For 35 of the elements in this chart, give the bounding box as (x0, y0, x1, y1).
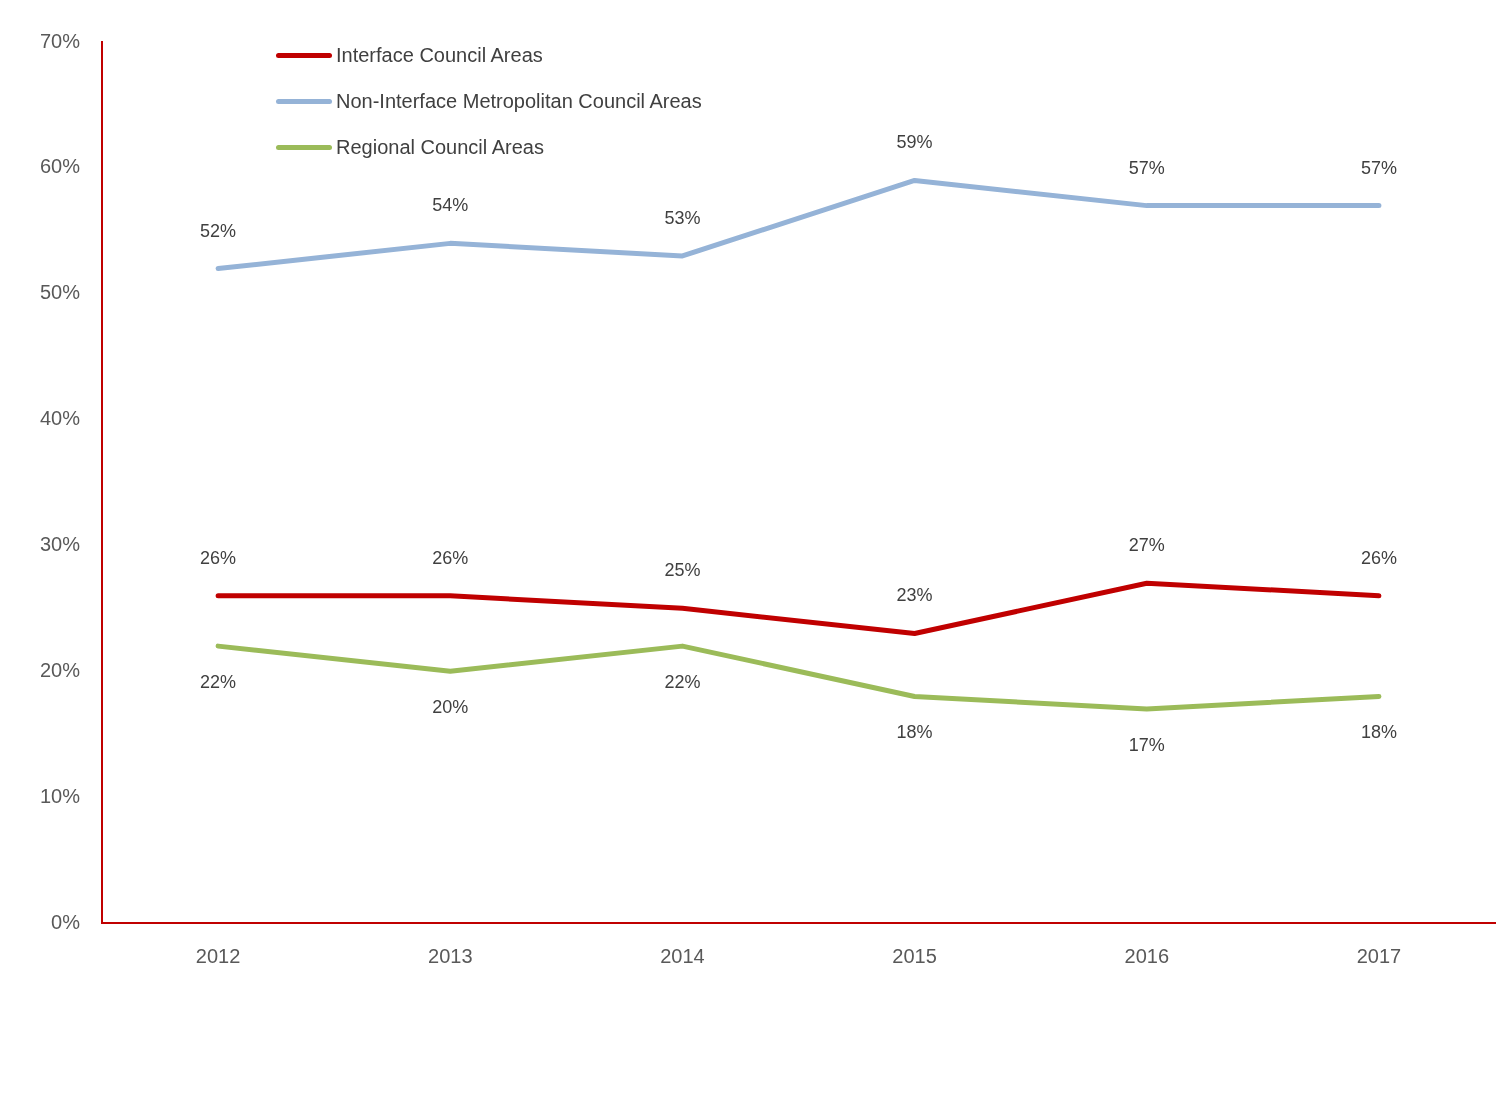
x-tick-label: 2013 (428, 944, 473, 967)
data-label: 54% (432, 195, 469, 216)
data-label: 25% (664, 560, 701, 581)
data-label: 22% (200, 672, 237, 693)
y-tick-label: 50% (40, 281, 81, 304)
data-label: 26% (1360, 547, 1397, 568)
y-tick-label: 30% (40, 532, 81, 555)
data-label: 18% (1360, 722, 1397, 743)
x-tick-label: 2017 (1356, 944, 1402, 967)
data-label: 57% (1360, 157, 1397, 178)
data-label: 27% (1128, 535, 1165, 556)
x-tick-label: 2016 (1124, 944, 1170, 967)
y-tick-label: 40% (40, 407, 81, 430)
x-tick-label: 2014 (660, 944, 705, 967)
y-tick-label: 70% (40, 29, 81, 52)
data-label: 18% (896, 722, 933, 743)
legend-label: Regional Council Areas (336, 135, 544, 159)
y-tick-label: 10% (40, 784, 81, 807)
data-label: 26% (432, 547, 469, 568)
data-label: 20% (432, 697, 469, 718)
data-label: 23% (896, 585, 933, 606)
x-tick-label: 2012 (195, 944, 241, 967)
y-tick-label: 0% (51, 910, 81, 933)
legend-label: Non-Interface Metropolitan Council Areas (336, 89, 702, 113)
y-tick-label: 20% (40, 658, 81, 681)
data-label: 59% (896, 132, 933, 153)
data-label: 57% (1128, 157, 1165, 178)
x-tick-label: 2015 (892, 944, 937, 967)
y-tick-label: 60% (40, 155, 81, 178)
data-label: 22% (664, 672, 701, 693)
data-label: 17% (1128, 735, 1165, 756)
data-label: 26% (200, 547, 237, 568)
data-label: 53% (664, 207, 701, 228)
legend-label: Interface Council Areas (336, 43, 543, 67)
data-label: 52% (200, 220, 237, 241)
